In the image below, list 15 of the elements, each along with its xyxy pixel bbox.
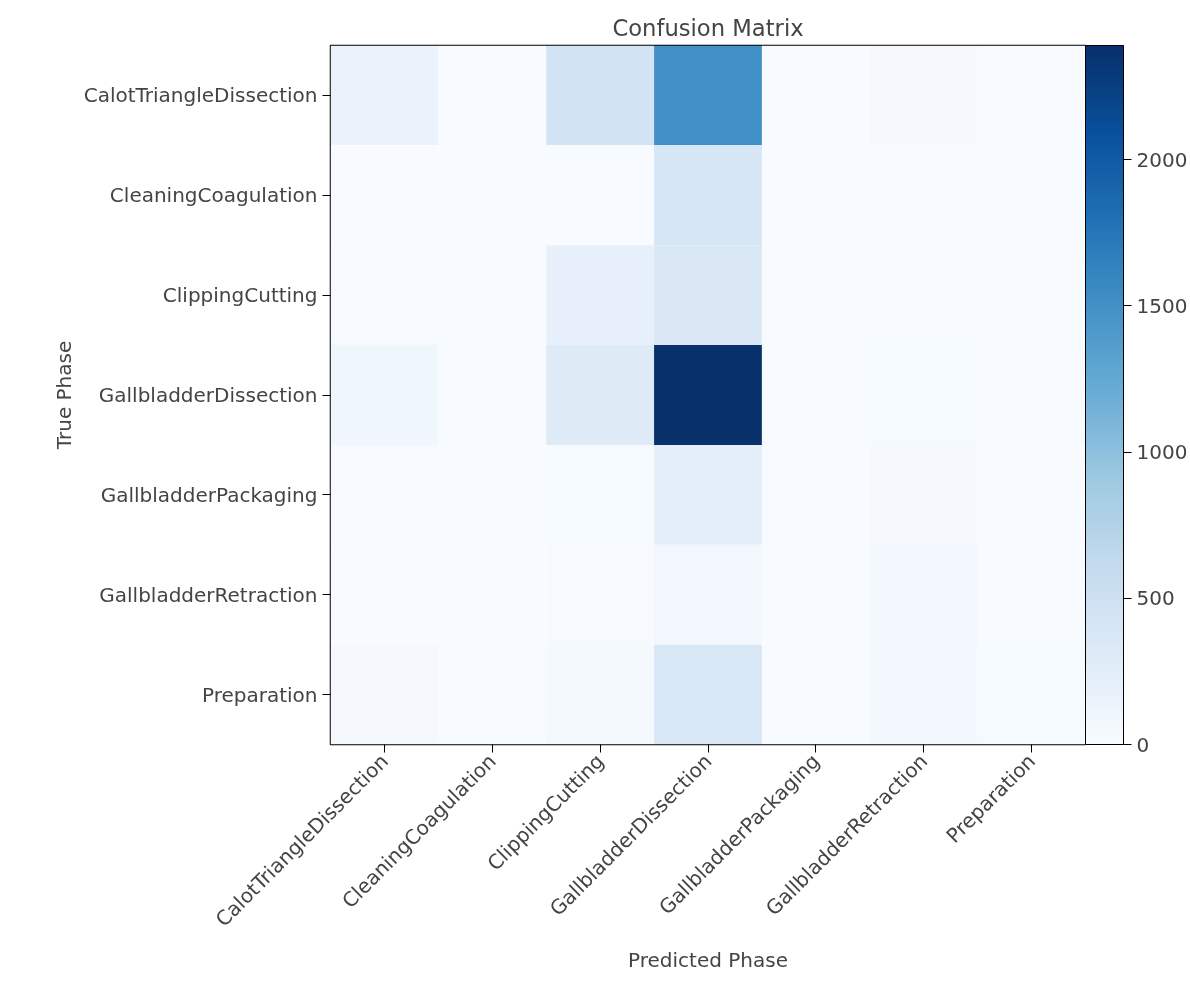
chart-title: Confusion Matrix [612,14,804,41]
color-bar-label: 0 [1136,732,1150,757]
y-tick-label: GallbladderPackaging [100,482,318,507]
y-tick-label: Preparation [201,682,318,707]
color-bar-label: 1500 [1136,293,1188,318]
y-tick-label: GallbladderRetraction [99,582,318,607]
color-bar-label: 2000 [1136,147,1188,172]
y-tick-label: ClippingCutting [162,283,318,308]
color-bar-label: 500 [1136,586,1175,611]
y-tick-label: CleaningCoagulation [109,183,318,208]
y-axis-title: True Phase [51,340,76,451]
color-bar-label: 1000 [1136,440,1188,465]
y-tick-label: GallbladderDissection [98,383,318,407]
y-tick-label: CalotTriangleDissection [83,83,318,108]
x-axis-title: Predicted Phase [628,947,788,972]
